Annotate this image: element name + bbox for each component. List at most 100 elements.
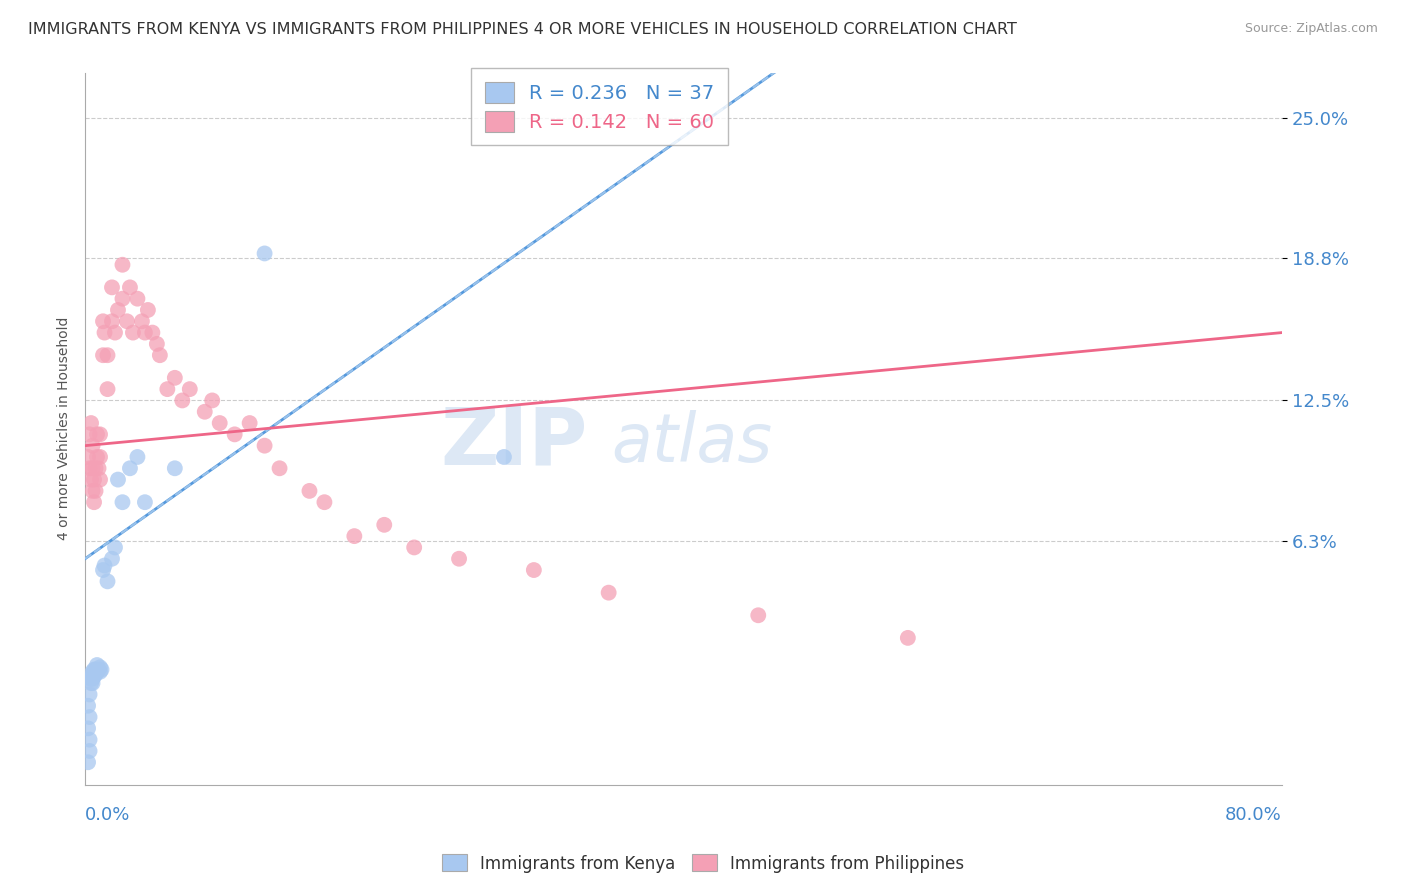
- Point: [107, 473, 129, 487]
- Point: [404, 541, 426, 555]
- Point: [91, 348, 114, 362]
- Point: [269, 461, 291, 475]
- Point: [224, 427, 246, 442]
- Point: [111, 258, 134, 272]
- Point: [118, 280, 141, 294]
- Point: [492, 450, 515, 464]
- Point: [79, 461, 101, 475]
- Point: [96, 382, 118, 396]
- Point: [156, 382, 179, 396]
- Point: [86, 427, 108, 442]
- Point: [79, 744, 101, 758]
- Point: [343, 529, 366, 543]
- Point: [82, 676, 104, 690]
- Point: [80, 676, 103, 690]
- Point: [91, 563, 114, 577]
- Point: [253, 439, 276, 453]
- Y-axis label: 4 or more Vehicles in Household: 4 or more Vehicles in Household: [58, 317, 72, 541]
- Point: [115, 314, 138, 328]
- Point: [87, 461, 110, 475]
- Point: [77, 698, 100, 713]
- Point: [82, 483, 104, 498]
- Point: [80, 473, 103, 487]
- Text: 80.0%: 80.0%: [1225, 806, 1282, 824]
- Point: [93, 326, 115, 340]
- Point: [897, 631, 920, 645]
- Point: [101, 314, 124, 328]
- Point: [90, 663, 112, 677]
- Point: [179, 382, 201, 396]
- Legend: Immigrants from Kenya, Immigrants from Philippines: Immigrants from Kenya, Immigrants from P…: [434, 847, 972, 880]
- Point: [91, 314, 114, 328]
- Point: [84, 663, 107, 677]
- Point: [127, 292, 149, 306]
- Point: [136, 303, 159, 318]
- Point: [83, 473, 105, 487]
- Point: [598, 585, 620, 599]
- Point: [84, 667, 107, 681]
- Point: [82, 667, 104, 681]
- Point: [86, 450, 108, 464]
- Point: [239, 416, 262, 430]
- Point: [101, 551, 124, 566]
- Point: [89, 450, 111, 464]
- Point: [82, 439, 104, 453]
- Point: [104, 541, 127, 555]
- Point: [83, 495, 105, 509]
- Point: [86, 658, 108, 673]
- Point: [141, 326, 163, 340]
- Point: [111, 292, 134, 306]
- Point: [86, 665, 108, 679]
- Point: [163, 371, 186, 385]
- Point: [84, 461, 107, 475]
- Point: [163, 461, 186, 475]
- Point: [80, 416, 103, 430]
- Point: [122, 326, 145, 340]
- Point: [449, 551, 471, 566]
- Text: 0.0%: 0.0%: [86, 806, 131, 824]
- Point: [523, 563, 546, 577]
- Point: [298, 483, 321, 498]
- Point: [253, 246, 276, 260]
- Point: [172, 393, 194, 408]
- Point: [83, 663, 105, 677]
- Point: [96, 574, 118, 589]
- Point: [373, 517, 395, 532]
- Point: [208, 416, 231, 430]
- Point: [93, 558, 115, 573]
- Point: [131, 314, 153, 328]
- Point: [77, 450, 100, 464]
- Point: [127, 450, 149, 464]
- Point: [89, 665, 111, 679]
- Point: [77, 756, 100, 770]
- Point: [82, 461, 104, 475]
- Point: [89, 427, 111, 442]
- Point: [87, 663, 110, 677]
- Text: Source: ZipAtlas.com: Source: ZipAtlas.com: [1244, 22, 1378, 36]
- Point: [82, 672, 104, 686]
- Point: [82, 669, 104, 683]
- Point: [89, 660, 111, 674]
- Text: atlas: atlas: [612, 410, 773, 476]
- Point: [201, 393, 224, 408]
- Point: [82, 665, 104, 679]
- Point: [149, 348, 172, 362]
- Text: ZIP: ZIP: [440, 404, 588, 482]
- Point: [134, 326, 156, 340]
- Point: [111, 495, 134, 509]
- Point: [747, 608, 769, 623]
- Point: [101, 280, 124, 294]
- Point: [79, 427, 101, 442]
- Point: [77, 722, 100, 736]
- Point: [80, 672, 103, 686]
- Point: [146, 337, 169, 351]
- Legend: R = 0.236   N = 37, R = 0.142   N = 60: R = 0.236 N = 37, R = 0.142 N = 60: [471, 68, 728, 145]
- Point: [134, 495, 156, 509]
- Point: [79, 732, 101, 747]
- Point: [107, 303, 129, 318]
- Text: IMMIGRANTS FROM KENYA VS IMMIGRANTS FROM PHILIPPINES 4 OR MORE VEHICLES IN HOUSE: IMMIGRANTS FROM KENYA VS IMMIGRANTS FROM…: [28, 22, 1017, 37]
- Point: [84, 483, 107, 498]
- Point: [89, 473, 111, 487]
- Point: [79, 710, 101, 724]
- Point: [194, 405, 217, 419]
